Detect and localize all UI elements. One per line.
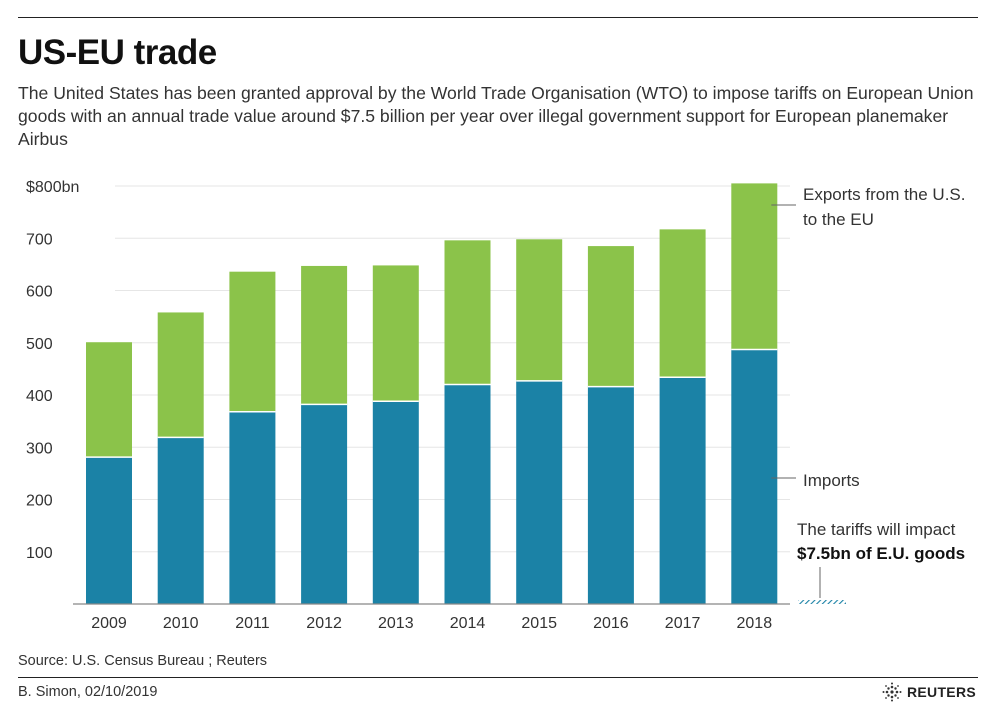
bar-imports-2016 bbox=[587, 386, 634, 604]
bar-exports-2013 bbox=[372, 265, 419, 402]
bottom-rule bbox=[18, 677, 978, 678]
bar-imports-2011 bbox=[229, 411, 276, 604]
bar-imports-2014 bbox=[444, 384, 491, 604]
x-tick-label: 2015 bbox=[521, 615, 557, 632]
tariff-annotation: The tariffs will impact $7.5bn of E.U. go… bbox=[797, 520, 965, 604]
bar-exports-2018 bbox=[731, 183, 778, 350]
x-tick-label: 2009 bbox=[91, 615, 127, 632]
exports-label-line2: to the EU bbox=[803, 210, 874, 229]
bar-exports-2011 bbox=[229, 271, 276, 412]
author-credit: B. Simon, 02/10/2019 bbox=[18, 684, 158, 700]
x-axis-tick-labels: 2009 2010 2011 2012 2013 2014 2015 2016 2017 2018 bbox=[91, 615, 772, 632]
bar-imports-2009 bbox=[86, 457, 132, 604]
y-tick-label: 300 bbox=[26, 440, 53, 457]
y-tick-label: 600 bbox=[26, 284, 53, 301]
tariff-impact-bar bbox=[798, 600, 846, 604]
bar-exports-2014 bbox=[444, 240, 491, 385]
annotation-line2: $7.5bn of E.U. goods bbox=[797, 544, 965, 563]
top-rule bbox=[18, 17, 978, 18]
reuters-logo-icon bbox=[882, 682, 902, 702]
imports-label: Imports bbox=[803, 471, 860, 490]
bar-exports-2009 bbox=[86, 342, 132, 458]
bar-exports-2016 bbox=[587, 246, 634, 387]
x-tick-label: 2016 bbox=[593, 615, 629, 632]
x-tick-label: 2013 bbox=[378, 615, 414, 632]
y-tick-label: 100 bbox=[26, 545, 53, 562]
source-note: Source: U.S. Census Bureau ; Reuters bbox=[18, 653, 268, 669]
chart-title: US-EU trade bbox=[18, 33, 217, 72]
bar-exports-2010 bbox=[157, 312, 204, 438]
reuters-wordmark: REUTERS bbox=[907, 684, 976, 700]
annotation-line1: The tariffs will impact bbox=[797, 520, 956, 539]
bar-imports-2015 bbox=[516, 380, 563, 604]
bar-imports-2010 bbox=[157, 437, 204, 604]
bar-exports-2017 bbox=[659, 229, 706, 378]
bar-imports-2012 bbox=[301, 404, 348, 604]
y-tick-label: 200 bbox=[26, 493, 53, 510]
x-tick-label: 2011 bbox=[235, 615, 270, 632]
bar-imports-2018 bbox=[731, 349, 778, 604]
bar-exports-2012 bbox=[301, 265, 348, 405]
chart-subtitle: The United States has been granted appro… bbox=[18, 83, 974, 149]
y-tick-label: 400 bbox=[26, 388, 53, 405]
x-tick-label: 2010 bbox=[163, 615, 199, 632]
bars bbox=[86, 183, 778, 604]
y-tick-label: $800bn bbox=[26, 179, 79, 196]
y-axis-tick-labels: 100 200 300 400 500 600 700 $800bn bbox=[26, 179, 79, 562]
bar-imports-2017 bbox=[659, 377, 706, 604]
reuters-brand: REUTERS bbox=[882, 682, 976, 702]
bar-imports-2013 bbox=[372, 401, 419, 604]
series-labels: Exports from the U.S. to the EU Imports bbox=[771, 185, 966, 490]
x-tick-label: 2014 bbox=[450, 615, 486, 632]
x-tick-label: 2012 bbox=[306, 615, 342, 632]
bar-exports-2015 bbox=[516, 239, 563, 381]
y-tick-label: 700 bbox=[26, 231, 53, 248]
x-tick-label: 2017 bbox=[665, 615, 701, 632]
exports-label-line1: Exports from the U.S. bbox=[803, 185, 966, 204]
y-tick-label: 500 bbox=[26, 336, 53, 353]
x-tick-label: 2018 bbox=[737, 615, 773, 632]
